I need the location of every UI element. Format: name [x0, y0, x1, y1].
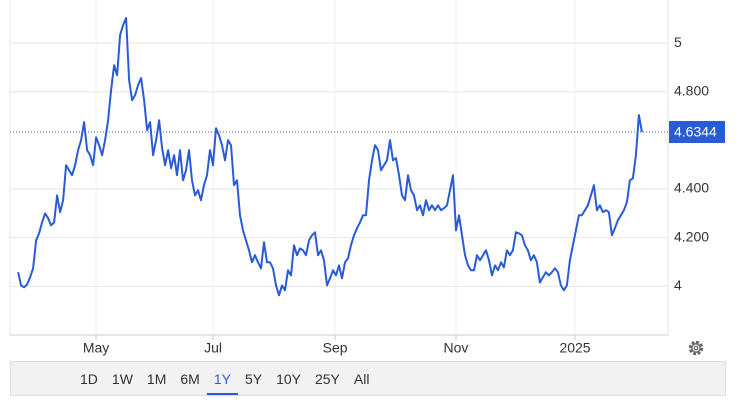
range-button[interactable]: 1Y: [206, 363, 238, 395]
range-button[interactable]: 1W: [111, 370, 133, 387]
range-button[interactable]: 1D: [80, 370, 98, 387]
y-tick-label: 4.800: [674, 82, 709, 98]
settings-icon[interactable]: [686, 338, 706, 358]
current-value-label: 4.6344: [674, 124, 717, 140]
x-tick-label: Jul: [204, 340, 222, 356]
line-series: [17, 17, 643, 297]
x-tick-label: 2025: [559, 340, 590, 356]
chart: 4 4.200 4.400 4.800 5 May Jul Sep Nov 2025 4.6344: [9, 0, 725, 356]
x-tick-label: Sep: [323, 340, 348, 356]
range-button[interactable]: All: [353, 370, 370, 387]
y-tick-label: 4.400: [674, 180, 709, 196]
range-button[interactable]: 6M: [180, 370, 200, 387]
range-button[interactable]: 1M: [146, 370, 167, 387]
range-button[interactable]: 25Y: [314, 370, 340, 387]
current-value-box: [669, 121, 725, 144]
range-selector: 1D 1W 1M 6M 1Y 5Y 10Y 25Y All: [10, 361, 726, 396]
x-tick-label: Nov: [444, 340, 469, 356]
range-button[interactable]: 5Y: [244, 370, 263, 387]
x-tick-label: May: [83, 340, 109, 356]
y-tick-label: 5: [674, 34, 682, 50]
y-tick-label: 4.200: [674, 228, 709, 244]
y-tick-label: 4: [674, 277, 682, 293]
range-button[interactable]: 10Y: [276, 370, 301, 387]
